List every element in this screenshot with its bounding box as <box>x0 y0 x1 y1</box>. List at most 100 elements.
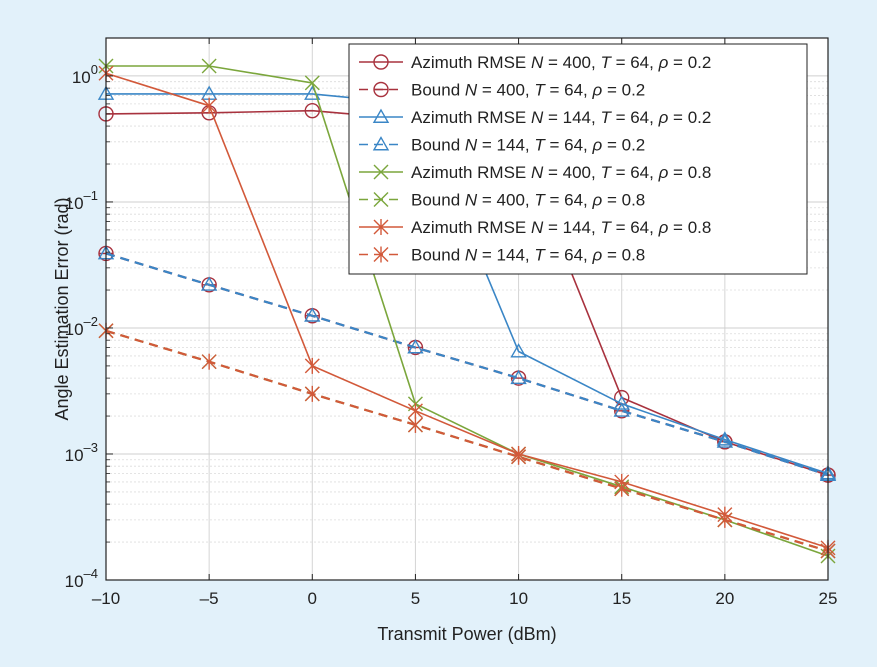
legend-label-part: T <box>600 108 612 127</box>
y-axis-title: Angle Estimation Error (rad) <box>52 197 72 420</box>
legend-label-part: ρ <box>658 218 669 237</box>
y-tick-base: 10 <box>72 68 91 87</box>
legend-label-part: T <box>534 81 546 100</box>
series-7 <box>98 65 836 556</box>
data-point <box>510 343 527 358</box>
legend-label-part: ρ <box>591 191 602 210</box>
data-point <box>201 353 217 370</box>
data-point <box>717 511 733 528</box>
legend-label-part: T <box>600 53 612 72</box>
marker-x-b <box>373 164 389 180</box>
legend-label-part: = 0.8 <box>602 246 645 265</box>
marker-triangle <box>510 369 527 385</box>
y-tick-label: 100 <box>72 62 98 87</box>
legend-label-part: = 0.8 <box>668 163 711 182</box>
legend-label-part: = 0.2 <box>602 81 645 100</box>
legend-label-part: = 64, <box>611 108 659 127</box>
x-tick-label: 5 <box>411 589 420 608</box>
legend-item: Azimuth RMSE N = 144, T = 64, ρ = 0.2 <box>359 108 711 127</box>
data-point <box>304 385 320 402</box>
marker-triangle <box>510 343 527 358</box>
data-point <box>716 431 734 446</box>
legend-label: Bound N = 144, T = 64, ρ = 0.2 <box>411 136 645 155</box>
y-tick-label: 10–1 <box>65 188 98 213</box>
y-tick-base: 10 <box>65 446 84 465</box>
data-point <box>304 357 320 374</box>
legend-item: Bound N = 400, T = 64, ρ = 0.2 <box>359 81 645 100</box>
legend-label-part: Bound <box>411 81 465 100</box>
series-4 <box>97 245 837 482</box>
legend-label: Azimuth RMSE N = 400, T = 64, ρ = 0.8 <box>411 163 711 182</box>
legend-item: Azimuth RMSE N = 144, T = 64, ρ = 0.8 <box>359 218 711 237</box>
legend-label-part: = 64, <box>545 191 593 210</box>
legend-label-part: ρ <box>591 246 602 265</box>
data-point <box>200 276 218 291</box>
x-tick-label: –10 <box>92 589 120 608</box>
marker-x-b <box>304 75 320 91</box>
legend-label: Bound N = 400, T = 64, ρ = 0.2 <box>411 81 645 100</box>
y-tick-label: 10–2 <box>65 314 98 339</box>
marker-triangle <box>372 108 390 123</box>
legend-marker <box>373 54 389 70</box>
series-8 <box>98 322 836 559</box>
marker-x-b <box>373 192 389 207</box>
data-point <box>304 307 321 322</box>
legend-label: Azimuth RMSE N = 144, T = 64, ρ = 0.8 <box>411 218 711 237</box>
legend-label-part: = 0.8 <box>602 191 645 210</box>
legend-label-part: T <box>534 136 546 155</box>
legend-label-part: = 400, <box>543 163 600 182</box>
legend-label-part: T <box>600 218 612 237</box>
legend-item: Azimuth RMSE N = 400, T = 64, ρ = 0.8 <box>359 163 711 182</box>
data-point <box>407 339 424 354</box>
legend-marker <box>372 136 390 151</box>
legend-label-part: T <box>534 246 546 265</box>
marker-triangle <box>372 136 390 151</box>
legend-marker <box>373 164 389 180</box>
data-point <box>613 395 630 410</box>
legend-label-part: = 64, <box>611 53 659 72</box>
legend-label-part: ρ <box>658 163 669 182</box>
legend-label: Bound N = 400, T = 64, ρ = 0.8 <box>411 191 645 210</box>
legend-label-part: = 64, <box>611 163 659 182</box>
legend-label: Azimuth RMSE N = 400, T = 64, ρ = 0.2 <box>411 53 711 72</box>
legend-item: Azimuth RMSE N = 400, T = 64, ρ = 0.2 <box>359 53 711 72</box>
legend-label-part: Azimuth RMSE <box>411 218 531 237</box>
series-layer <box>97 58 837 564</box>
data-point <box>511 448 527 465</box>
y-tick-base: 10 <box>65 572 84 591</box>
legend-item: Bound N = 144, T = 64, ρ = 0.8 <box>359 246 645 265</box>
x-tick-label: 25 <box>819 589 838 608</box>
marker-triangle <box>407 339 424 354</box>
legend-box <box>348 43 808 275</box>
legend-marker <box>373 192 389 207</box>
marker-triangle <box>613 395 630 410</box>
legend-label-part: Azimuth RMSE <box>411 53 531 72</box>
legend-label: Bound N = 144, T = 64, ρ = 0.8 <box>411 246 645 265</box>
legend: Azimuth RMSE N = 400, T = 64, ρ = 0.2Bou… <box>348 43 808 275</box>
y-tick-exponent: –2 <box>84 314 98 329</box>
legend-label-part: Azimuth RMSE <box>411 163 531 182</box>
series-line <box>105 252 829 477</box>
legend-marker <box>372 108 390 123</box>
legend-label-part: N <box>531 163 544 182</box>
legend-label-part: N <box>531 108 544 127</box>
legend-label-part: = 64, <box>545 246 593 265</box>
legend-item: Bound N = 400, T = 64, ρ = 0.8 <box>359 191 645 210</box>
legend-label-part: T <box>600 163 612 182</box>
data-point <box>407 402 423 419</box>
legend-label-part: N <box>465 81 478 100</box>
legend-label-part: N <box>465 246 478 265</box>
y-tick-exponent: –4 <box>84 566 98 581</box>
marker-triangle <box>200 276 218 291</box>
legend-label-part: = 0.8 <box>668 218 711 237</box>
data-point <box>510 369 527 385</box>
legend-label-part: N <box>531 53 544 72</box>
legend-label-part: ρ <box>658 53 669 72</box>
legend-label-part: Bound <box>411 191 465 210</box>
legend-label-part: = 400, <box>543 53 600 72</box>
legend-label-part: T <box>534 191 546 210</box>
y-tick-base: 10 <box>65 320 84 339</box>
y-tick-base: 10 <box>65 194 84 213</box>
